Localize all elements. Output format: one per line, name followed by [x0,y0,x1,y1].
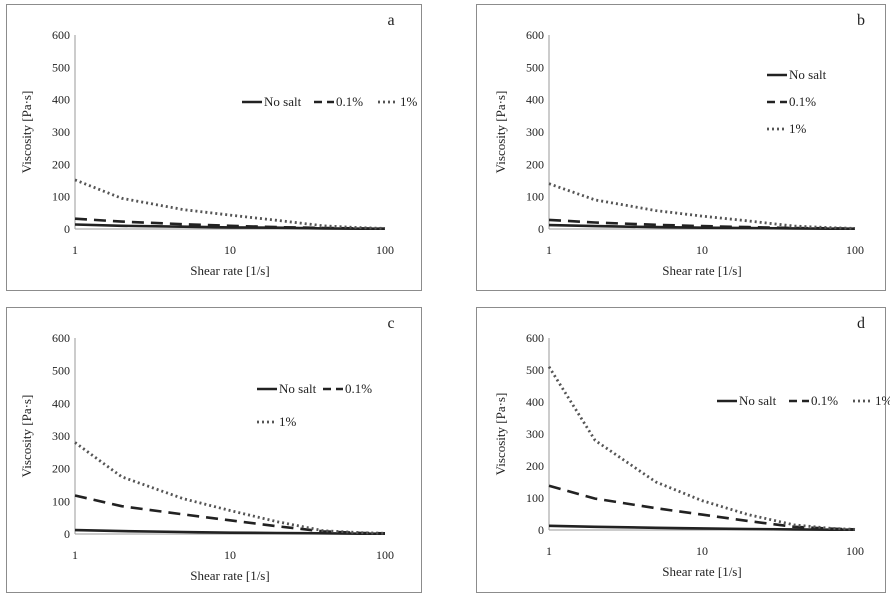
series-line-0-1- [548,484,856,531]
legend-label: No salt [789,67,827,82]
legend-label: No salt [264,94,302,109]
series-line-1- [547,366,856,531]
y-tick-label: 600 [52,28,70,42]
series-line-no-salt [74,528,385,535]
x-tick-label: 100 [376,243,394,257]
y-tick-label: 0 [538,222,544,236]
y-tick-label: 500 [52,364,70,378]
x-tick-label: 10 [224,243,236,257]
chart-svg-b: 0 100 200 300 400 500 600 1 10 100 Shear rate [1/s… [493,12,865,278]
legend-label: 1% [279,414,297,429]
y-axis-title: Viscosity [Pa·s] [493,91,508,174]
y-tick-label: 600 [52,331,70,345]
chart-panel-d: 0 100 200 300 400 500 600 1 10 100 Shear rate [1/s… [476,307,890,593]
y-tick-label: 100 [52,190,70,204]
y-tick-label: 400 [52,93,70,107]
y-tick-label: 200 [526,157,544,171]
y-tick-label: 100 [52,494,70,508]
x-tick-label: 10 [696,243,708,257]
y-tick-label: 0 [64,527,70,541]
y-tick-label: 300 [52,125,70,139]
y-tick-label: 300 [52,429,70,443]
series-line-0-1- [74,217,386,230]
x-tick-label: 1 [72,243,78,257]
series-line-1- [548,182,856,230]
legend-label: 0.1% [336,94,363,109]
series-line-0-1- [74,494,386,535]
legend-label: 1% [789,121,807,136]
x-tick-label: 100 [846,544,864,558]
legend-label: 0.1% [345,381,372,396]
y-tick-label: 500 [526,363,544,377]
x-axis-title: Shear rate [1/s] [190,568,269,583]
legend-label: 0.1% [789,94,816,109]
legend-label: 1% [400,94,418,109]
y-axis-title: Viscosity [Pa·s] [19,91,34,174]
chart-svg-a: 0 100 200 300 400 500 600 1 10 100 Shear rate [1/s… [19,12,418,278]
y-tick-label: 100 [526,491,544,505]
y-tick-label: 200 [526,459,544,473]
x-tick-label: 1 [546,243,552,257]
y-tick-label: 400 [526,395,544,409]
x-tick-label: 1 [72,548,78,562]
y-axis-title: Viscosity [Pa·s] [19,395,34,478]
panel-letter: d [857,315,865,332]
series-line-no-salt [548,524,855,531]
legend-label: 1% [875,393,890,408]
chart-svg-d: 0 100 200 300 400 500 600 1 10 100 Shear rate [1/s… [493,315,890,579]
x-axis-title: Shear rate [1/s] [662,564,741,579]
chart-panel-a: 0 100 200 300 400 500 600 1 10 100 Shear rate [1/s… [6,4,422,291]
x-tick-label: 100 [846,243,864,257]
panel-letter: c [387,315,394,332]
y-axis-title: Viscosity [Pa·s] [493,393,508,476]
panel-letter: a [387,12,394,29]
x-tick-label: 100 [376,548,394,562]
y-tick-label: 400 [526,93,544,107]
x-axis-title: Shear rate [1/s] [190,263,269,278]
y-tick-label: 0 [538,523,544,537]
chart-panel-b: 0 100 200 300 400 500 600 1 10 100 Shear rate [1/s… [476,4,886,291]
x-axis-title: Shear rate [1/s] [662,263,741,278]
y-tick-label: 300 [526,125,544,139]
y-tick-label: 400 [52,396,70,410]
y-tick-label: 500 [52,60,70,74]
y-tick-label: 200 [52,157,70,171]
x-tick-label: 10 [696,544,708,558]
y-tick-label: 500 [526,60,544,74]
y-tick-label: 300 [526,427,544,441]
x-tick-label: 10 [224,548,236,562]
x-tick-label: 1 [546,544,552,558]
panel-letter: b [857,12,865,29]
y-tick-label: 0 [64,222,70,236]
y-tick-label: 200 [52,462,70,476]
y-tick-label: 600 [526,28,544,42]
legend-label: No salt [739,393,777,408]
series-line-1- [74,441,386,535]
y-tick-label: 600 [526,331,544,345]
chart-svg-c: 0 100 200 300 400 500 600 1 10 100 Shear rate [1/s… [19,315,395,583]
y-tick-label: 100 [526,190,544,204]
chart-panel-c: 0 100 200 300 400 500 600 1 10 100 Shear rate [1/s… [6,307,422,593]
legend-label: 0.1% [811,393,838,408]
series-line-1- [74,178,386,230]
legend-label: No salt [279,381,317,396]
